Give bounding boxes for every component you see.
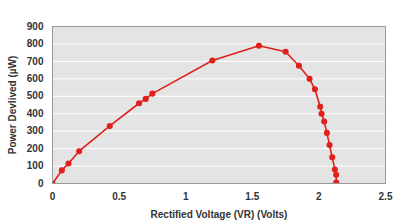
svg-text:1.5: 1.5 — [245, 191, 259, 202]
svg-text:900: 900 — [27, 21, 44, 32]
svg-text:1: 1 — [183, 191, 189, 202]
svg-text:600: 600 — [27, 73, 44, 84]
svg-text:800: 800 — [27, 38, 44, 49]
svg-text:200: 200 — [27, 143, 44, 154]
svg-text:2: 2 — [316, 191, 322, 202]
svg-text:500: 500 — [27, 90, 44, 101]
svg-text:Rectified Voltage (VR) (Volts): Rectified Voltage (VR) (Volts) — [151, 209, 288, 220]
svg-text:2.5: 2.5 — [379, 191, 393, 202]
svg-text:0: 0 — [38, 178, 44, 189]
svg-text:0: 0 — [50, 191, 56, 202]
svg-text:100: 100 — [27, 160, 44, 171]
svg-text:300: 300 — [27, 125, 44, 136]
svg-text:0.5: 0.5 — [112, 191, 126, 202]
svg-text:Power Devlived (µW): Power Devlived (µW) — [7, 56, 18, 155]
svg-text:400: 400 — [27, 108, 44, 119]
svg-text:700: 700 — [27, 56, 44, 67]
